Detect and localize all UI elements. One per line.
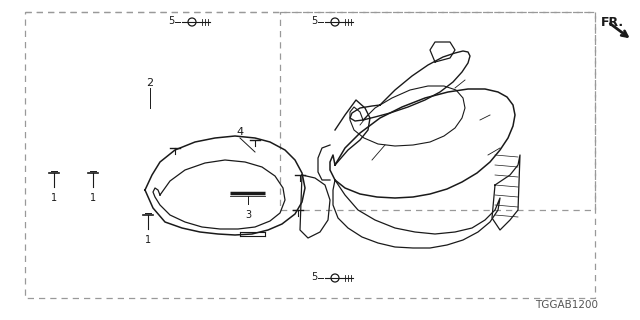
- Text: TGGAB1200: TGGAB1200: [535, 300, 598, 310]
- Text: 3: 3: [245, 210, 251, 220]
- Text: FR.: FR.: [601, 15, 624, 28]
- Text: 5: 5: [311, 16, 317, 26]
- Text: 1: 1: [90, 193, 96, 203]
- Text: 1: 1: [145, 235, 151, 245]
- Text: 5: 5: [311, 272, 317, 282]
- Text: 4: 4: [236, 127, 244, 137]
- Text: 1: 1: [51, 193, 57, 203]
- Text: 5: 5: [168, 16, 174, 26]
- Text: 2: 2: [147, 78, 154, 88]
